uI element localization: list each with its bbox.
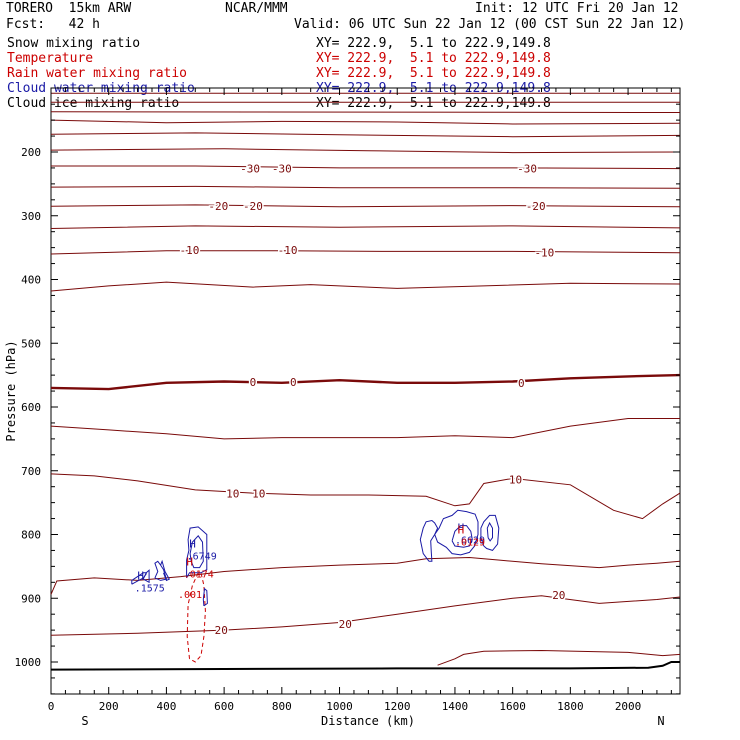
isotherm-label: -20 — [243, 200, 263, 213]
isotherm-contour — [50, 185, 681, 189]
isotherm-contour — [50, 148, 681, 154]
legend-temperature-label: Temperature — [7, 51, 94, 66]
legend-snow-xy: XY= 222.9, 5.1 to 222.9,149.8 — [316, 36, 551, 51]
isotherm-label: -30 — [240, 163, 260, 176]
x-tick-label: 800 — [272, 700, 292, 713]
isotherm-contour — [51, 165, 681, 170]
isotherm-contour — [50, 595, 681, 636]
x-tick-label: 200 — [99, 700, 119, 713]
isotherm-label: -20 — [208, 200, 228, 213]
center-name: NCAR/MMM — [225, 1, 288, 16]
isotherm-contour — [50, 204, 681, 208]
cloud-water-contour — [480, 514, 500, 551]
forecast-hour: Fcst: 42 h — [6, 17, 100, 32]
maximum-value: .6749 — [187, 552, 217, 563]
legend-rain-label: Rain water mixing ratio — [7, 66, 188, 81]
rain-water-contour — [186, 572, 206, 663]
legend-cloud-ice-label: Cloud ice mixing ratio — [7, 96, 180, 111]
isotherm-label: 10 — [509, 474, 522, 487]
cloud-water-contour — [142, 569, 150, 584]
legend-rain-xy: XY= 222.9, 5.1 to 222.9,149.8 — [316, 66, 551, 81]
isotherm-label: 20 — [552, 589, 565, 602]
y-tick-label: 700 — [21, 465, 41, 478]
y-tick-label: 900 — [21, 592, 41, 605]
x-tick-label: 1200 — [384, 700, 411, 713]
maximum-symbol: H — [189, 538, 196, 551]
valid-time: Valid: 06 UTC Sun 22 Jan 12 (00 CST Sun … — [294, 17, 686, 32]
maximum-value: .0174 — [184, 569, 214, 580]
isotherm-contour — [50, 473, 681, 520]
isotherm-label: -30 — [517, 163, 537, 176]
init-time: Init: 12 UTC Fri 20 Jan 12 — [475, 1, 679, 16]
x-axis-label: Distance (km) — [321, 714, 415, 728]
left-endpoint-label: S — [81, 714, 88, 728]
y-tick-label: 200 — [21, 146, 41, 159]
isotherm-label: -10 — [278, 244, 298, 257]
isotherm-label: -20 — [526, 200, 546, 213]
x-tick-label: 1000 — [326, 700, 353, 713]
isotherm-contour — [50, 418, 680, 440]
legend-snow-label: Snow mixing ratio — [7, 36, 141, 51]
isotherm-contour — [50, 556, 681, 595]
x-tick-label: 600 — [214, 700, 234, 713]
maximum-value: .6629 — [455, 536, 485, 547]
x-tick-label: 1400 — [442, 700, 469, 713]
x-tick-label: 1600 — [499, 700, 526, 713]
isotherm-label: -30 — [272, 163, 292, 176]
isotherm-label: 10 — [226, 488, 239, 501]
cloud-water-contour — [186, 526, 208, 579]
cloud-water-contour — [434, 509, 479, 556]
maximum-symbol: H — [137, 570, 144, 583]
maximum-value: .0129 — [455, 538, 485, 549]
isotherm-contour — [50, 111, 681, 113]
maximum-value: .001 — [178, 590, 202, 601]
x-tick-label: 1800 — [557, 700, 584, 713]
isotherm-label: 10 — [252, 488, 265, 501]
isotherm-contour — [50, 132, 681, 138]
model-title: TORERO 15km ARW — [6, 1, 132, 16]
cloud-water-contour — [486, 521, 493, 542]
cloud-water-contour — [160, 559, 171, 582]
surface-line — [50, 661, 680, 671]
y-tick-label: 800 — [21, 529, 41, 542]
isotherm-contour — [50, 119, 681, 125]
isotherm-contour — [50, 225, 681, 229]
cloud-water-contour — [202, 587, 208, 607]
y-tick-label: 600 — [21, 401, 41, 414]
cloud-water-contour — [189, 534, 204, 569]
cloud-water-contour — [419, 519, 439, 562]
right-endpoint-label: N — [657, 714, 664, 728]
y-tick-label: 1000 — [15, 656, 42, 669]
isotherm-label: -10 — [534, 247, 554, 260]
plot-frame — [50, 87, 681, 695]
x-tick-label: 2000 — [615, 700, 642, 713]
y-axis-label: Pressure (hPa) — [4, 340, 18, 441]
y-tick-label: 400 — [21, 274, 41, 287]
cloud-water-contour — [451, 525, 473, 548]
y-tick-label: 500 — [21, 337, 41, 350]
isotherm-label: 20 — [339, 618, 352, 631]
isotherm-contour — [50, 250, 681, 255]
isotherm-label: -10 — [180, 244, 200, 257]
isotherm-contour — [50, 373, 681, 391]
maximum-value: .1575 — [135, 584, 165, 595]
isotherm-label: 0 — [518, 377, 525, 390]
x-tick-label: 400 — [156, 700, 176, 713]
isotherm-label: 20 — [215, 624, 228, 637]
isotherm-contour — [50, 281, 681, 292]
legend-cloud-ice-xy: XY= 222.9, 5.1 to 222.9,149.8 — [316, 96, 551, 111]
maximum-symbol: H — [186, 555, 193, 568]
isotherm-label: 0 — [250, 376, 257, 389]
isotherm-label: 0 — [290, 376, 297, 389]
maximum-symbol: H — [458, 522, 465, 535]
legend-temperature-xy: XY= 222.9, 5.1 to 222.9,149.8 — [316, 51, 551, 66]
maximum-symbol: H — [458, 524, 465, 537]
isotherm-contour — [437, 649, 681, 666]
y-tick-label: 300 — [21, 210, 41, 223]
x-tick-label: 0 — [48, 700, 55, 713]
